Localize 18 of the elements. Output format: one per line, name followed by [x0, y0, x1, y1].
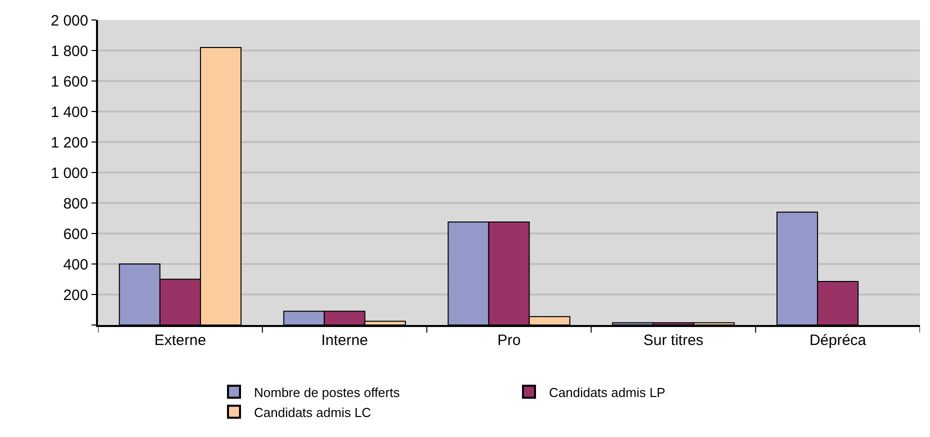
y-tick-label: 200 [63, 286, 88, 304]
y-tick-label: 1 800 [50, 42, 88, 60]
legend-label: Nombre de postes offerts [254, 384, 400, 400]
y-tick-label: 1 400 [50, 104, 88, 121]
legend-label: Candidats admis LP [549, 384, 666, 400]
y-tick-label: 800 [63, 195, 88, 212]
x-tick-label: Externe [154, 332, 206, 349]
x-tick-label: Pro [497, 332, 521, 349]
x-tick-label: Dépréca [809, 332, 867, 349]
y-tick-label: 400 [63, 256, 88, 274]
y-tick-label: 1 600 [50, 73, 88, 90]
legend-label: Candidats admis LC [254, 404, 372, 420]
y-tick-label: 1 200 [50, 134, 88, 152]
x-tick-label: Sur titres [643, 332, 704, 349]
y-tick-label: 1 000 [50, 164, 88, 182]
x-tick-label: Interne [321, 332, 368, 349]
y-tick-label: 600 [63, 226, 88, 243]
y-tick-label: 2 000 [50, 12, 88, 30]
